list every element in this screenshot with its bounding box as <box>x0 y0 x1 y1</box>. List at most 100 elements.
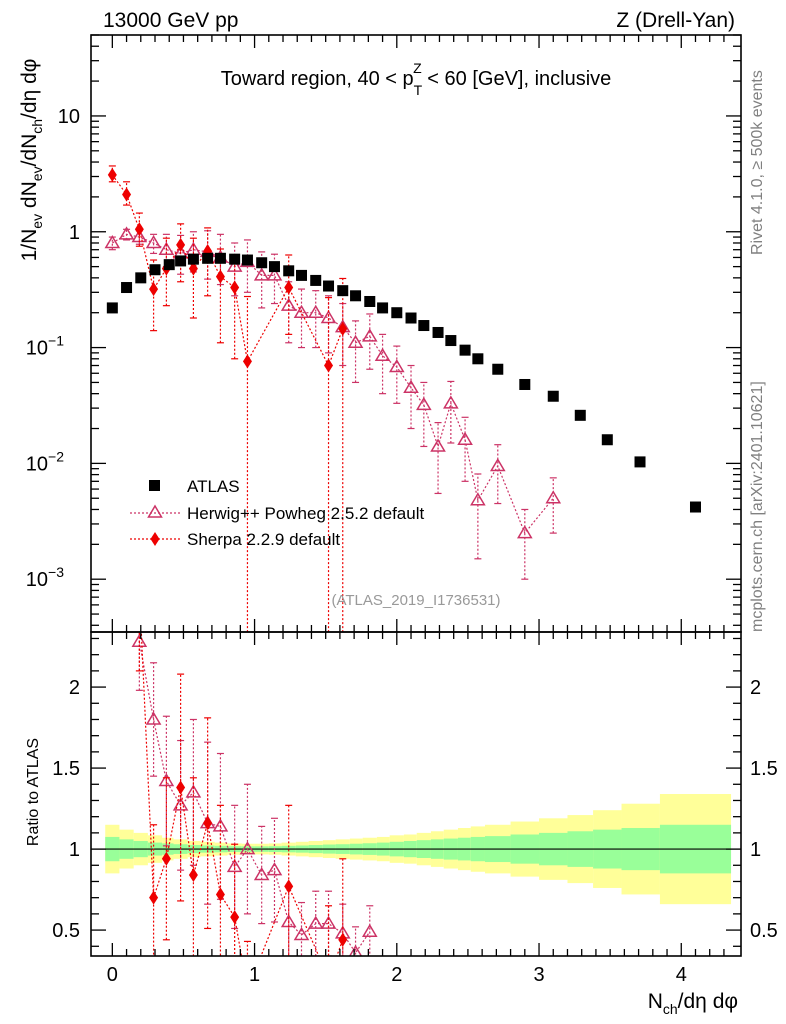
atlas-point <box>634 456 646 468</box>
atlas-point <box>601 434 613 446</box>
atlas-point <box>229 253 241 265</box>
atlas-point <box>519 378 531 390</box>
main-y-axis-title: 1/Nev dNev/dNch/dη dφ <box>18 59 45 262</box>
herwig-ratio-point <box>158 773 175 787</box>
herwig-point <box>104 235 121 249</box>
main-plot-marks <box>104 165 701 632</box>
herwig-point <box>416 396 432 411</box>
atlas-point <box>492 363 504 375</box>
ratio-y-tick-label-left: 1 <box>69 839 80 861</box>
legend-label-atlas: ATLAS <box>187 477 240 496</box>
ratio-y-tick-label-left: 1.5 <box>52 758 80 780</box>
atlas-point <box>391 307 403 319</box>
atlas-point <box>175 255 187 267</box>
atlas-point <box>337 285 349 297</box>
y-tick-label: 1 <box>69 222 80 244</box>
main-plot-title: Toward region, 40 < pTZ < 60 [GeV], incl… <box>221 60 612 98</box>
atlas-point <box>350 290 362 302</box>
sherpa-point <box>188 261 198 276</box>
herwig-point <box>430 438 446 452</box>
y-tick-label: 10 <box>58 106 80 128</box>
herwig-point <box>307 304 324 318</box>
herwig-ratio-point <box>348 944 363 956</box>
sherpa-ratio-point <box>284 879 294 894</box>
sherpa-point <box>122 187 132 202</box>
sherpa-point <box>284 280 294 295</box>
herwig-ratio-point <box>293 926 310 941</box>
x-axis-title: Nch/dη dφ <box>648 990 738 1017</box>
atlas-point <box>472 353 484 365</box>
legend-marker-sherpa <box>150 532 160 546</box>
y-tick-label: 10−1 <box>26 333 64 360</box>
herwig-ratio-point <box>266 862 283 876</box>
atlas-point <box>574 409 586 421</box>
title-suffix: < 60 [GeV], inclusive <box>422 68 612 90</box>
herwig-point <box>388 358 405 373</box>
analysis-watermark: (ATLAS_2019_I1736531) <box>331 592 500 609</box>
herwig-point <box>516 525 533 539</box>
atlas-point <box>689 501 701 513</box>
sherpa-point <box>107 167 117 182</box>
sherpa-ratio-point <box>215 887 225 902</box>
x-tick-label: 3 <box>533 964 544 986</box>
ratio-y-tick-label-right: 2 <box>750 677 761 699</box>
x-tick-label: 2 <box>391 964 402 986</box>
rivet-version-label: Rivet 4.1.0, ≥ 500k events <box>749 70 766 255</box>
atlas-point <box>149 264 161 276</box>
sherpa-ratio-point <box>176 780 186 795</box>
atlas-point <box>106 302 118 314</box>
atlas-point <box>547 390 559 402</box>
herwig-ratio-point <box>226 858 243 873</box>
atlas-point <box>214 252 226 264</box>
sherpa-line <box>111 174 344 367</box>
atlas-point <box>310 274 322 286</box>
atlas-point <box>163 259 175 271</box>
sherpa-ratio-point <box>161 851 171 866</box>
process-label: Z (Drell-Yan) <box>616 9 735 32</box>
ratio-y-tick-label-right: 0.5 <box>750 920 778 942</box>
herwig-ratio-point <box>145 711 162 725</box>
energy-label: 13000 GeV pp <box>103 9 238 32</box>
herwig-point <box>545 490 562 504</box>
atlas-point <box>135 272 147 284</box>
atlas-point <box>121 282 133 294</box>
herwig-ratio-point <box>239 841 256 855</box>
legend: ATLAS Herwig++ Powheg 2.5.2 default Sher… <box>130 477 424 549</box>
herwig-point <box>457 431 473 445</box>
sherpa-point <box>324 358 334 373</box>
atlas-point <box>256 257 268 269</box>
herwig-ratio-point <box>307 915 324 929</box>
herwig-ratio-point <box>361 923 378 937</box>
sherpa-point <box>338 321 348 336</box>
herwig-ratio-point <box>320 915 337 929</box>
herwig-point <box>293 304 310 318</box>
x-tick-label: 0 <box>107 964 118 986</box>
x-tick-label: 4 <box>676 964 687 986</box>
atlas-point <box>432 326 444 338</box>
herwig-point <box>489 457 506 472</box>
sherpa-ratio-point <box>338 932 348 947</box>
atlas-point <box>405 312 417 324</box>
mcplots-label: mcplots.cern.ch [arXiv:2401.10621] <box>749 381 766 632</box>
ratio-y-axis-title: Ratio to ATLAS <box>25 738 42 846</box>
sherpa-ratio-point <box>149 890 159 905</box>
atlas-point <box>241 254 253 266</box>
sherpa-ratio-line <box>140 632 344 956</box>
herwig-point <box>403 379 419 393</box>
sherpa-point <box>242 354 252 369</box>
atlas-point <box>296 269 308 281</box>
ratio-plot-marks <box>131 632 378 986</box>
sherpa-point <box>230 280 240 295</box>
herwig-point <box>266 267 283 281</box>
sherpa-point <box>134 222 144 237</box>
sherpa-point <box>215 269 225 284</box>
atlas-point <box>283 265 295 277</box>
atlas-point <box>323 280 335 292</box>
ratio-y-tick-label-right: 1.5 <box>750 758 778 780</box>
legend-label-herwig: Herwig++ Powheg 2.5.2 default <box>187 504 424 523</box>
herwig-line <box>112 233 554 535</box>
title-prefix: Toward region, 40 < p <box>221 68 414 90</box>
ratio-plot-frame <box>90 631 742 957</box>
sherpa-point <box>176 237 186 252</box>
sherpa-ratio-point <box>324 972 333 986</box>
